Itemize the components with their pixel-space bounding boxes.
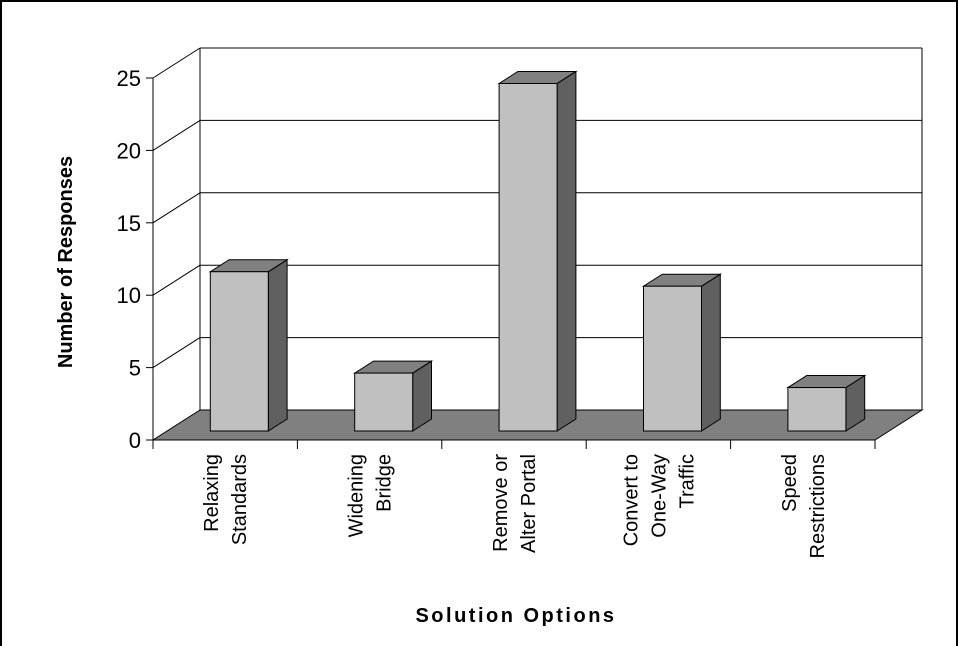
y-tick-labels: 0 5 10 15 20 25: [117, 66, 141, 453]
bar-1: [352, 360, 434, 432]
y-axis-title: Number of Responses: [55, 156, 77, 368]
bar-2: [497, 70, 578, 432]
y-tick-label: 10: [117, 283, 141, 308]
x-category-label: Widening: [346, 454, 368, 537]
bar-4: [786, 374, 867, 432]
bar-front-face: [643, 285, 702, 432]
gridline-side: [152, 192, 201, 224]
bar-side-face: [267, 258, 288, 432]
x-axis-title: Solution Options: [415, 605, 616, 627]
x-category-label: Restrictions: [807, 454, 829, 558]
y-tick-label: 0: [129, 428, 141, 453]
x-category-label: Speed: [779, 454, 801, 512]
axes: [146, 77, 876, 449]
x-category-label: Alter Portal: [518, 454, 540, 553]
x-category-labels: Relaxing Standards Widening Bridge Remove or…: [201, 454, 829, 559]
chart-walls: [199, 48, 923, 410]
gridline-side: [152, 119, 201, 151]
bar-side-face: [556, 70, 577, 432]
bar-front-face: [498, 82, 558, 432]
bar-0: [208, 258, 289, 432]
bar-front-face: [209, 271, 269, 432]
x-category-label: Standards: [229, 454, 251, 545]
x-category-label: Convert to: [620, 454, 642, 546]
y-tick-label: 5: [129, 356, 141, 381]
bar-front-face: [787, 387, 847, 432]
y-tick-label: 20: [117, 138, 141, 163]
bar-3: [641, 273, 723, 432]
gridline-side: [152, 47, 201, 79]
x-category-label: One-Way: [648, 454, 670, 538]
gridline-side: [152, 337, 201, 369]
y-tick-label: 25: [117, 66, 141, 91]
x-category-label: Remove or: [490, 454, 512, 552]
bar-front-face: [354, 372, 414, 432]
bar-side-face: [701, 273, 721, 432]
x-category-label: Traffic: [676, 454, 698, 508]
y-tick-label: 15: [117, 211, 141, 236]
x-category-label: Bridge: [374, 454, 396, 512]
x-category-label: Relaxing: [201, 454, 223, 532]
gridline-side: [152, 264, 201, 296]
bars: [208, 70, 867, 432]
